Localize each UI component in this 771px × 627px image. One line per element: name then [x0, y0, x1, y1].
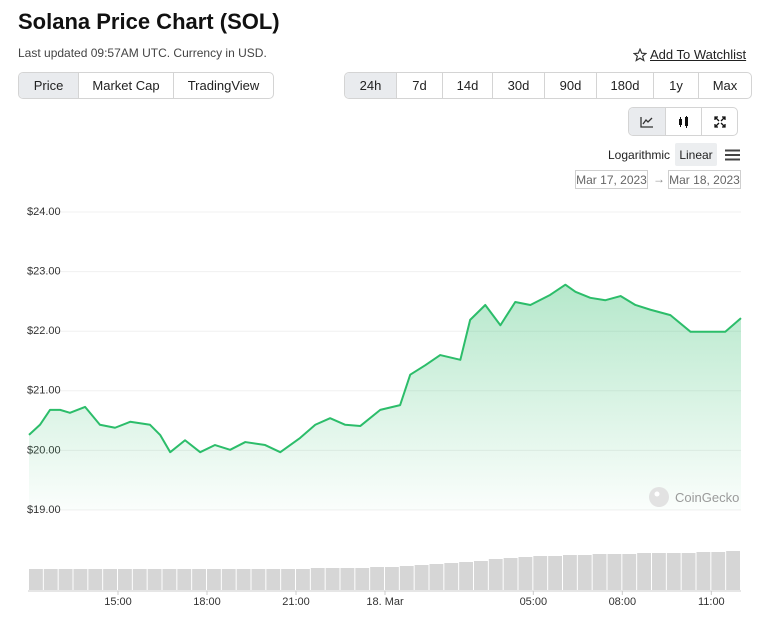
- range-button[interactable]: 14d: [442, 73, 492, 98]
- volume-bar: [488, 559, 503, 590]
- tab[interactable]: Price: [19, 73, 78, 98]
- volume-bar: [726, 551, 740, 590]
- volume-bar: [58, 569, 73, 590]
- volume-bar: [73, 569, 88, 590]
- volume-bar: [207, 569, 221, 590]
- volume-bar: [296, 569, 310, 590]
- date-input[interactable]: Mar 18, 2023: [668, 170, 741, 189]
- volume-bar: [370, 567, 384, 590]
- y-tick-label: $21.00: [27, 385, 61, 397]
- volume-bar: [518, 557, 533, 590]
- price-line: [28, 283, 742, 454]
- scale-option[interactable]: Linear: [675, 143, 717, 166]
- volume-bar: [696, 552, 711, 590]
- volume-bar: [103, 569, 117, 590]
- volume-bar: [681, 553, 696, 590]
- tab-group: Price Market Cap TradingView: [18, 72, 274, 99]
- fullscreen-button[interactable]: [701, 108, 737, 135]
- menu-icon: [725, 149, 740, 161]
- chart-type-group: [628, 107, 738, 136]
- y-tick-label: $24.00: [27, 206, 61, 218]
- range-button[interactable]: 30d: [492, 73, 544, 98]
- watchlist-text: Add To Watchlist: [650, 47, 747, 62]
- date-separator: →: [653, 172, 665, 186]
- volume-bar: [385, 567, 399, 590]
- range-button[interactable]: 90d: [544, 73, 596, 98]
- volume-bar: [88, 569, 103, 590]
- scale-option[interactable]: Logarithmic: [608, 148, 671, 162]
- volume-bar: [429, 564, 444, 590]
- volume-bar: [607, 554, 622, 590]
- volume-bar: [118, 569, 132, 590]
- volume-bar: [637, 553, 651, 590]
- y-tick-label: $22.00: [27, 325, 61, 337]
- menu-button[interactable]: [725, 148, 740, 166]
- volume-bar: [414, 565, 429, 590]
- volume-bar: [325, 568, 340, 590]
- range-button[interactable]: 24h: [345, 73, 396, 98]
- volume-bar: [548, 556, 562, 590]
- volume-bar: [711, 552, 726, 590]
- x-tick-label: 11:00: [698, 596, 725, 608]
- range-button[interactable]: 7d: [396, 73, 442, 98]
- x-tick-label: 21:00: [282, 596, 310, 608]
- line-icon: [640, 116, 653, 128]
- subtitle: Last updated 09:57AM UTC. Currency in US…: [18, 46, 267, 60]
- range-button[interactable]: Max: [698, 73, 751, 98]
- volume-bar: [266, 569, 281, 590]
- volume-bar: [399, 566, 414, 590]
- volume-bar: [236, 569, 251, 590]
- area-fill: [29, 284, 741, 510]
- volume-bar: [177, 569, 192, 590]
- volume-bar: [474, 561, 488, 590]
- volume-bar: [652, 553, 666, 590]
- x-tick-label: 18:00: [193, 596, 221, 608]
- x-tick-label: 08:00: [609, 596, 637, 608]
- volume-bar: [29, 569, 43, 590]
- volume-bar: [221, 569, 236, 590]
- range-button[interactable]: 180d: [596, 73, 653, 98]
- volume-bar: [355, 568, 370, 590]
- date-input[interactable]: Mar 17, 2023: [575, 170, 648, 189]
- watermark: CoinGecko: [648, 486, 739, 508]
- volume-bar: [622, 554, 637, 590]
- candle-icon: [678, 115, 688, 128]
- watermark-text: CoinGecko: [675, 489, 740, 505]
- x-tick-label: 15:00: [104, 596, 132, 608]
- y-tick-label: $23.00: [27, 266, 61, 278]
- volume-bar: [459, 562, 473, 590]
- volume-bar: [577, 555, 592, 590]
- candle-chart-button[interactable]: [665, 108, 701, 135]
- x-tick-label: 05:00: [520, 596, 548, 608]
- volume-bar: [563, 555, 577, 590]
- range-group: 24h 7d 14d 30d 90d 180d 1y Max: [344, 72, 752, 99]
- watchlist-link[interactable]: Add To Watchlist: [633, 47, 746, 62]
- expand-icon: [713, 115, 726, 128]
- volume-bar: [444, 563, 459, 590]
- volume-bar: [147, 569, 162, 590]
- volume-bar: [310, 568, 325, 590]
- tab[interactable]: Market Cap: [78, 73, 173, 98]
- volume-bar: [132, 569, 147, 590]
- range-button[interactable]: 1y: [653, 73, 698, 98]
- x-tick-label: 18. Mar: [366, 596, 404, 608]
- title: Solana Price Chart (SOL): [18, 9, 280, 34]
- volume-bar: [533, 556, 548, 590]
- volume-bar: [192, 569, 206, 590]
- volume-bar: [281, 569, 295, 590]
- volume-bar: [251, 569, 266, 590]
- volume-bar: [503, 558, 518, 590]
- line-chart-button[interactable]: [629, 108, 665, 135]
- volume-bar: [592, 554, 607, 590]
- volume-bar: [340, 568, 355, 590]
- volume-bar: [162, 569, 177, 590]
- volume-bar: [666, 553, 681, 590]
- tab[interactable]: TradingView: [173, 73, 273, 98]
- watermark-logo: [649, 487, 669, 507]
- volume-bar: [43, 569, 58, 590]
- star-icon: [633, 47, 647, 62]
